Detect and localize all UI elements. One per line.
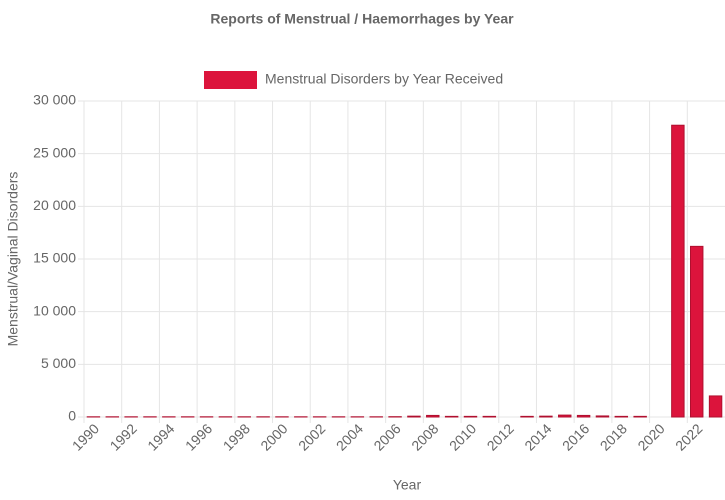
bar [520,415,534,418]
x-tick-label: 2018 [597,420,630,453]
y-axis-label: Menstrual/Vaginal Disorders [5,172,21,347]
bar [444,415,459,418]
bar [463,415,478,418]
x-tick-label: 2010 [446,420,479,453]
x-tick-label: 2008 [408,420,441,453]
x-tick-label: 2006 [370,420,403,453]
y-tick-label: 20 000 [33,197,76,213]
bar [482,415,497,418]
x-tick-label: 2004 [333,420,366,453]
bar [671,124,685,418]
bar [558,414,572,418]
x-axis-label: Year [393,477,422,493]
bar [407,415,421,418]
y-tick-label: 0 [68,408,76,424]
bar [614,415,629,418]
chart-title: Reports of Menstrual / Haemorrhages by Y… [210,11,514,27]
bar [689,245,704,418]
x-tick-label: 2016 [559,420,592,453]
bar [633,415,647,418]
x-tick-label: 1990 [69,420,102,453]
bar [576,414,591,418]
y-tick-label: 15 000 [33,250,76,266]
x-tick-label: 1998 [220,420,253,453]
bar [539,415,553,418]
legend-label: Menstrual Disorders by Year Received [265,71,503,87]
bar [426,414,440,418]
x-tick-label: 2002 [295,420,328,453]
x-tick-label: 2022 [672,420,705,453]
y-tick-label: 30 000 [33,92,76,108]
x-tick-label: 2000 [257,420,290,453]
x-tick-label: 2012 [484,420,517,453]
y-tick-label: 10 000 [33,302,76,318]
y-tick-label: 5 000 [41,355,76,371]
y-tick-label: 25 000 [33,144,76,160]
bar [595,415,610,418]
legend-swatch [204,71,257,89]
bar [708,395,723,418]
x-tick-label: 2020 [634,420,667,453]
x-tick-label: 1992 [107,420,140,453]
x-tick-label: 1994 [144,420,177,453]
x-tick-label: 1996 [182,420,215,453]
x-tick-label: 2014 [521,420,554,453]
